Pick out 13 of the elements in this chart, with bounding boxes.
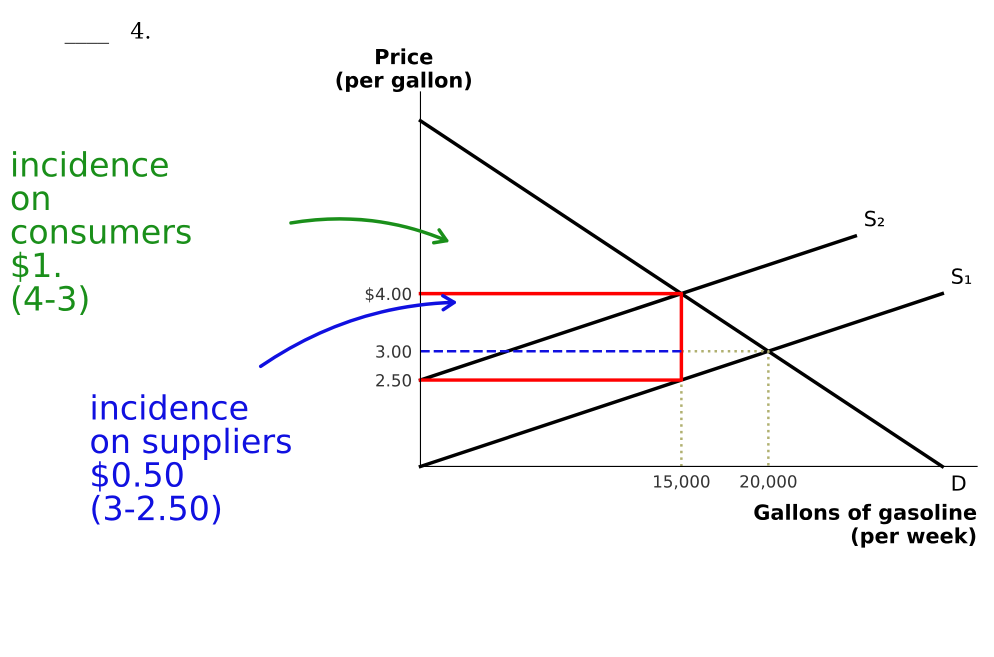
text: incidence on consumers $1. (4-3) (12, 151, 191, 315)
x-tick-label: 20,000 (740, 475, 796, 490)
text: ____ 4. (64, 22, 150, 44)
y-tick-label: $4.00 (366, 287, 412, 302)
text: incidence on suppliers $0.50 (3-2.50) (91, 394, 291, 525)
series-label: D (952, 475, 966, 491)
y-axis-title: Price (per gallon) (336, 48, 471, 92)
y-tick-label: 3.00 (376, 345, 412, 358)
series-label: S₂ (865, 210, 884, 226)
x-tick-label: 15,000 (654, 475, 710, 490)
y-tick-label: 2.50 (376, 374, 412, 387)
x-axis-title: Gallons of gasoline (per week) (754, 504, 976, 548)
series-label: S₁ (952, 268, 972, 284)
